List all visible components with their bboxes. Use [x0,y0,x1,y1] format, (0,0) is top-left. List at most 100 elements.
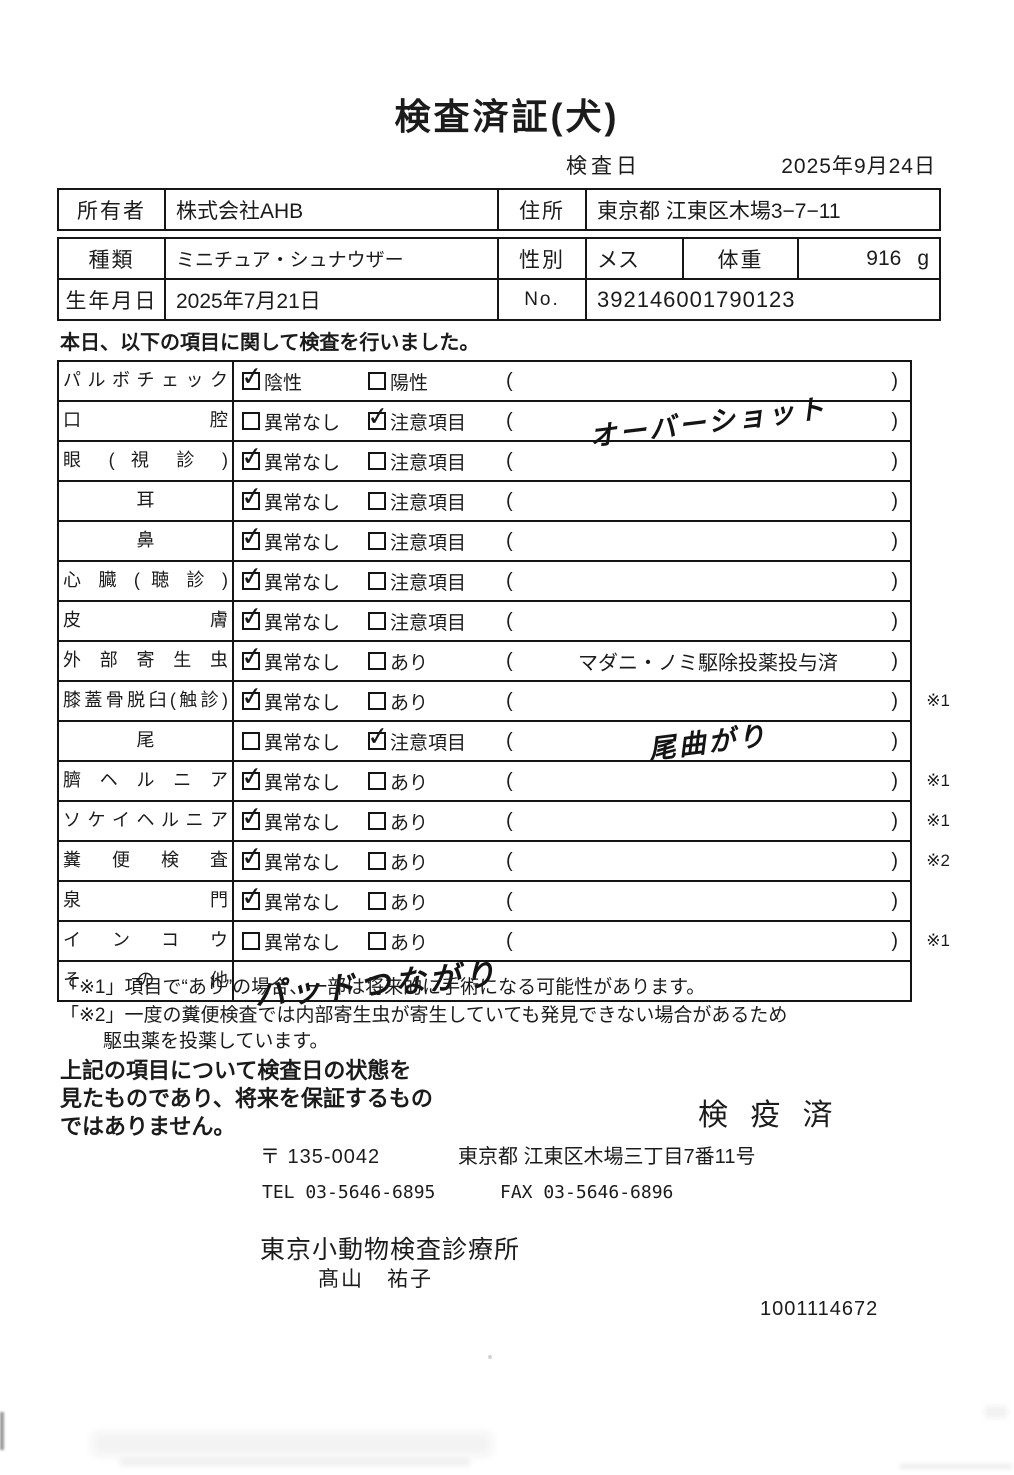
checkbox-icon [242,732,260,750]
option-1-label: 陰性 [264,372,303,394]
option-1-label: 異常なし [264,492,341,514]
remark-note: マダニ・ノミ駆除投薬投与済 [578,652,838,675]
option-1: 異常なし [242,448,368,475]
no-label: No. [497,278,585,319]
option-1-label: 異常なし [264,652,341,674]
scan-smudge [985,1406,1007,1418]
disclaimer-line-1: 上記の項目について検査日の状態を [60,1058,412,1083]
row-body: 異常なし あり ( ) [234,802,910,840]
remarks-area: ( ) [506,490,910,513]
paren-close: ) [891,929,898,952]
paren-open: ( [506,689,513,712]
item-label: ソ ケ イ ヘ ル ニ ア [59,802,234,840]
item-label: 眼 ( 視 診 ) [59,442,234,480]
row-body: 異常なし 注意項目 ( ) [234,562,910,600]
paren-open: ( [506,449,513,472]
row-body: 異常なし 注意項目 ( オーバーショット ) [234,393,910,452]
row-body: 異常なし 注意項目 ( ) [234,482,910,520]
option-2: 注意項目 [368,608,506,635]
footnote-mark: ※1 [926,811,950,830]
option-2-label: あり [390,772,429,794]
option-2: あり [368,928,506,955]
weight-unit: g [917,246,929,270]
veterinarian-name: 髙山 祐子 [318,1268,433,1291]
option-2: あり [368,808,506,835]
option-1: 異常なし [242,808,368,835]
checkbox-icon [242,612,260,630]
scan-dot [488,1355,492,1359]
checkbox-icon [368,652,386,670]
checkbox-icon [368,692,386,710]
paren-close: ) [891,609,898,632]
option-2: あり [368,848,506,875]
breed-value: ミニチュア・シュナウザー [164,239,497,278]
paren-close: ) [891,569,898,592]
intro-text: 本日、以下の項目に関して検査を行いました。 [60,332,480,354]
remarks-area: ( オーバーショット ) [506,393,910,452]
option-1: 異常なし [242,528,368,555]
scan-smudge [900,1464,1012,1469]
paren-open: ( [506,769,513,792]
footnote-mark: ※1 [926,691,950,710]
checklist-row: 口 腔 異常なし 注意項目 ( オーバーショット ) [59,393,910,452]
option-2-label: あり [390,692,429,714]
option-1-label: 異常なし [264,772,341,794]
remarks-area: ( ) [506,810,910,833]
page-title: 検査済証(犬) [394,96,620,137]
paren-open: ( [506,369,513,392]
item-label: 鼻 [59,522,234,560]
option-1-label: 異常なし [264,412,341,434]
option-2-label: あり [390,652,429,674]
option-2-label: あり [390,852,429,874]
row-body: 陰性 陽性 ( ) [234,362,910,400]
weight-label: 体重 [682,239,797,278]
paren-open: ( [506,929,513,952]
paren-open: ( [506,809,513,832]
clinic-address: 東京都 江東区木場三丁目7番11号 [458,1146,756,1168]
option-2: あり [368,888,506,915]
option-2: あり [368,648,506,675]
remarks-area: ( ) [506,770,910,793]
remarks-area: ( ) [506,930,910,953]
option-1-label: 異常なし [264,452,341,474]
checklist-row: 泉 門 異常なし あり ( ) [59,882,910,922]
option-1-label: 異常なし [264,732,341,754]
option-1: 異常なし [242,568,368,595]
checkbox-icon [242,412,260,430]
address-label: 住所 [497,190,585,229]
checkbox-icon [242,372,260,390]
option-2-label: あり [390,812,429,834]
item-label: 外 部 寄 生 虫 [59,642,234,680]
scan-edge-mark [0,1412,4,1450]
dob-value: 2025年7月21日 [164,278,497,319]
checkbox-icon [368,812,386,830]
checklist-row: そ の 他 ( パッドつながり ) [59,956,910,1012]
disclaimer: 上記の項目について検査日の状態を 見たものであり、将来を保証するもの ではありま… [60,1057,433,1141]
row-body: 異常なし 注意項目 ( ) [234,602,910,640]
sex-label: 性別 [497,239,585,278]
checklist-row: 心 臓 ( 聴 診 ) 異常なし 注意項目 ( ) [59,562,910,602]
option-2-label: 注意項目 [390,452,467,474]
paren-open: ( [506,729,513,752]
option-1: 異常なし [242,768,368,795]
no-value: 392146001790123 [585,278,939,319]
option-1: 異常なし [242,648,368,675]
quarantine-stamp: 検 疫 済 [698,1099,840,1132]
footnote-2-line1: 「※2」一度の糞便検査では内部寄生虫が寄生していても発見できない場合があるため [60,1005,788,1026]
option-1-label: 異常なし [264,612,341,634]
checklist-row: 眼 ( 視 診 ) 異常なし 注意項目 ( ) [59,442,910,482]
checkbox-icon [242,692,260,710]
option-2: 注意項目 [368,728,506,755]
item-label: 心 臓 ( 聴 診 ) [59,562,234,600]
option-2: 注意項目 [368,408,506,435]
item-label: 臍 ヘ ル ニ ア [59,762,234,800]
checkbox-icon [368,452,386,470]
checkbox-icon [368,732,386,750]
paren-close: ) [891,689,898,712]
row-body: 異常なし あり ( マダニ・ノミ駆除投薬投与済 ) [234,642,910,680]
fax-number: FAX 03-5646-6896 [500,1182,674,1203]
paren-open: ( [506,529,513,552]
option-2: 注意項目 [368,448,506,475]
checklist-row: 膝蓋骨脱臼(触診) 異常なし あり ( ) [59,682,950,722]
option-1: 異常なし [242,888,368,915]
